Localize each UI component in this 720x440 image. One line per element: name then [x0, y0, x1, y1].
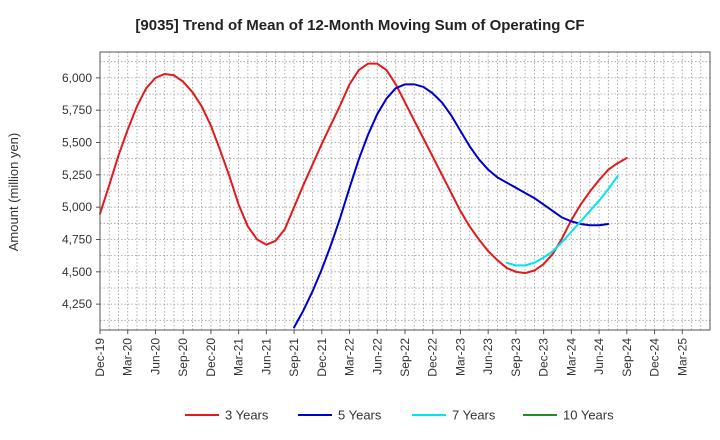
- chart-title: [9035] Trend of Mean of 12-Month Moving …: [135, 17, 584, 34]
- x-tick-label: Jun-21: [259, 338, 273, 375]
- y-tick-label: 4,250: [62, 297, 92, 311]
- x-tick-label: Dec-22: [426, 338, 440, 377]
- x-tick-label: Mar-21: [232, 338, 246, 376]
- x-tick-label: Mar-20: [121, 338, 135, 376]
- legend-item-10-years[interactable]: 10 Years: [523, 408, 614, 423]
- legend-item-5-years[interactable]: 5 Years: [298, 408, 382, 423]
- legend-item-7-years[interactable]: 7 Years: [412, 408, 496, 423]
- grid: [100, 52, 710, 330]
- x-tick-label: Sep-20: [176, 338, 190, 377]
- x-tick-label: Dec-21: [315, 338, 329, 377]
- x-tick-label: Dec-23: [537, 338, 551, 377]
- y-tick-labels: 4,250 4,500 4,750 5,000 5,250 5,500 5,750 6,000: [62, 71, 100, 311]
- y-axis-label: Amount (million yen): [6, 133, 21, 252]
- x-tick-label: Dec-20: [204, 338, 218, 377]
- y-tick-label: 6,000: [62, 71, 92, 85]
- legend[interactable]: 3 Years 5 Years 7 Years 10 Years: [185, 408, 614, 423]
- x-tick-label: Jun-24: [592, 338, 606, 375]
- y-tick-label: 4,500: [62, 265, 92, 279]
- series-layer: [99, 62, 628, 329]
- series-line-5-years: [293, 83, 610, 329]
- x-tick-label: Jun-20: [148, 338, 162, 375]
- x-tick-label: Sep-23: [509, 338, 523, 377]
- x-tick-label: Jun-22: [370, 338, 384, 375]
- series-line-7-years: [505, 175, 619, 267]
- legend-item-3-years[interactable]: 3 Years: [185, 408, 269, 423]
- y-tick-label: 5,500: [62, 136, 92, 150]
- legend-label: 5 Years: [338, 408, 382, 423]
- x-tick-label: Sep-24: [620, 338, 634, 377]
- x-tick-label: Mar-23: [453, 338, 467, 376]
- x-tick-label: Mar-25: [675, 338, 689, 376]
- x-tick-label: Mar-24: [564, 338, 578, 376]
- x-tick-label: Jun-23: [481, 338, 495, 375]
- x-tick-label: Dec-19: [93, 338, 107, 377]
- series-line-3-years: [99, 62, 628, 275]
- y-tick-label: 4,750: [62, 232, 92, 246]
- legend-label: 7 Years: [452, 408, 496, 423]
- y-tick-label: 5,750: [62, 103, 92, 117]
- x-tick-label: Dec-24: [648, 338, 662, 377]
- x-tick-label: Mar-22: [343, 338, 357, 376]
- x-tick-label: Sep-21: [287, 338, 301, 377]
- x-tick-labels: Dec-19 Mar-20 Jun-20 Sep-20 Dec-20 Mar-21 Jun-…: [93, 330, 689, 377]
- x-tick-label: Sep-22: [398, 338, 412, 377]
- y-tick-label: 5,000: [62, 200, 92, 214]
- legend-label: 3 Years: [225, 408, 269, 423]
- legend-label: 10 Years: [563, 408, 614, 423]
- y-tick-label: 5,250: [62, 168, 92, 182]
